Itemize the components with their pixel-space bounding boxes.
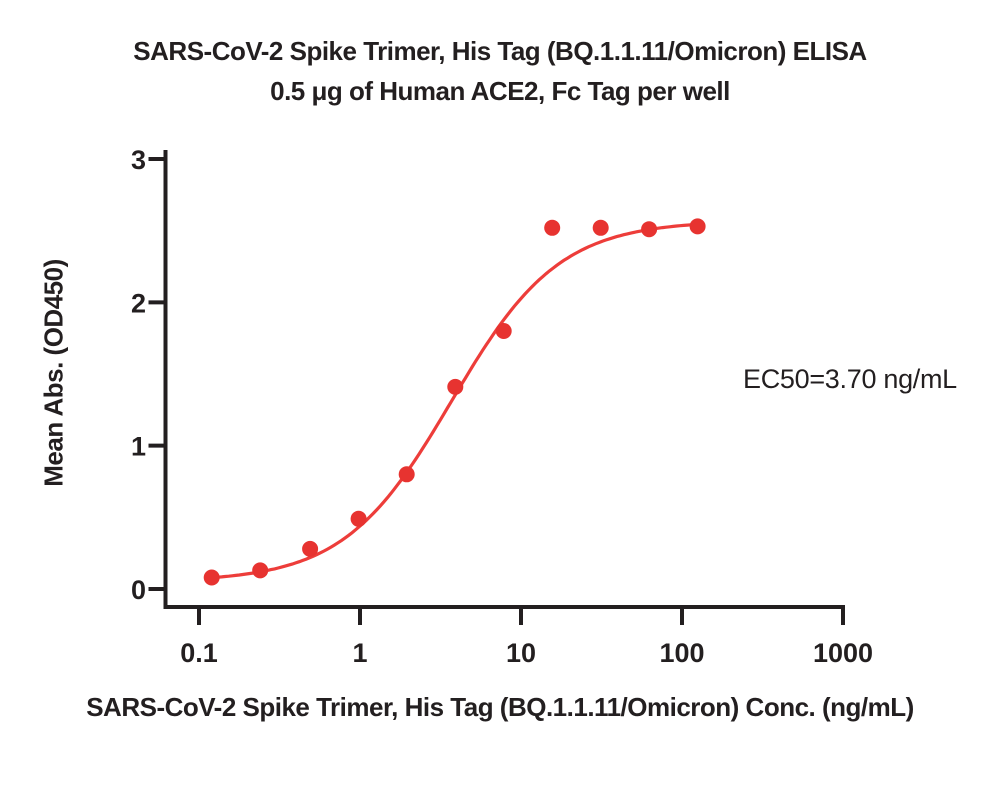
data-point (302, 540, 319, 557)
x-tick-label: 1 (352, 638, 367, 668)
chart-subtitle: 0.5 μg of Human ACE2, Fc Tag per well (270, 76, 730, 106)
x-tick-label: 0.1 (180, 638, 218, 668)
data-point (350, 510, 367, 527)
chart-title: SARS-CoV-2 Spike Trimer, His Tag (BQ.1.1… (133, 36, 867, 66)
x-tick-label: 1000 (813, 638, 873, 668)
data-point (252, 562, 269, 579)
data-point (689, 218, 706, 235)
y-tick-label: 2 (131, 288, 146, 318)
x-axis-label: SARS-CoV-2 Spike Trimer, His Tag (BQ.1.1… (86, 692, 914, 722)
x-tick-label: 100 (659, 638, 704, 668)
data-point (447, 378, 464, 395)
x-tick-label: 10 (506, 638, 536, 668)
ec50-annotation: EC50=3.70 ng/mL (743, 364, 957, 394)
data-point (544, 219, 561, 236)
data-point (495, 323, 512, 339)
y-tick-label: 0 (131, 575, 146, 605)
fit-curve (205, 222, 703, 580)
data-point (641, 221, 658, 238)
y-axis-label: Mean Abs. (OD450) (38, 259, 69, 487)
data-point (203, 569, 220, 586)
data-point (398, 466, 415, 483)
y-tick-label: 3 (131, 145, 146, 175)
data-point (592, 219, 609, 236)
y-tick-label: 1 (131, 432, 146, 462)
